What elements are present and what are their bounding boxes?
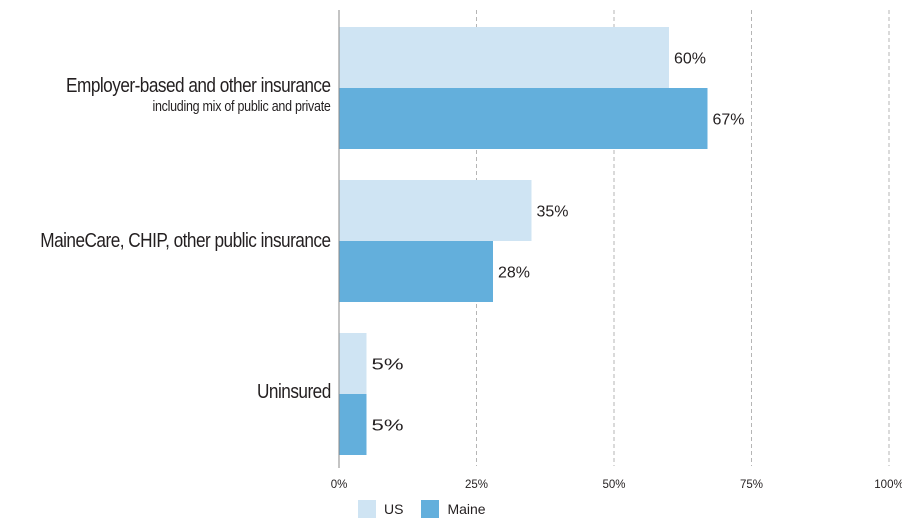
data-label-us-2: 5% [372, 357, 404, 374]
data-label-us-1: 35% [537, 204, 569, 221]
legend-label-maine: Maine [447, 501, 486, 517]
legend: US Maine [358, 498, 494, 520]
category-sublabel-employer: including mix of public and private [152, 99, 331, 115]
category-label-employer: Employer-based and other insurance inclu… [66, 75, 331, 115]
legend-item-maine: Maine [421, 500, 486, 518]
x-tick-label-0: 0% [331, 479, 348, 491]
bar-maine-1 [339, 241, 493, 302]
category-label-public: MaineCare, CHIP, other public insurance [40, 230, 332, 252]
data-label-us-0: 60% [674, 51, 706, 68]
bar-us-2 [339, 333, 367, 394]
legend-label-us: US [384, 501, 404, 517]
x-tick-label-4: 100% [874, 479, 902, 491]
x-tick-label-3: 75% [740, 479, 763, 491]
legend-item-us: US [358, 500, 403, 518]
category-label-uninsured: Uninsured [257, 381, 331, 403]
legend-swatch-maine [421, 500, 440, 518]
bar-maine-2 [339, 394, 367, 455]
bar-us-0 [339, 27, 669, 88]
data-label-maine-2: 5% [372, 418, 404, 435]
data-label-maine-1: 28% [498, 265, 530, 282]
x-tick-label-2: 50% [602, 479, 625, 491]
bar-us-1 [339, 180, 532, 241]
legend-swatch-us [358, 500, 376, 518]
x-tick-label-1: 25% [465, 479, 488, 491]
bar-maine-0 [339, 88, 708, 149]
data-label-maine-0: 67% [713, 112, 745, 129]
